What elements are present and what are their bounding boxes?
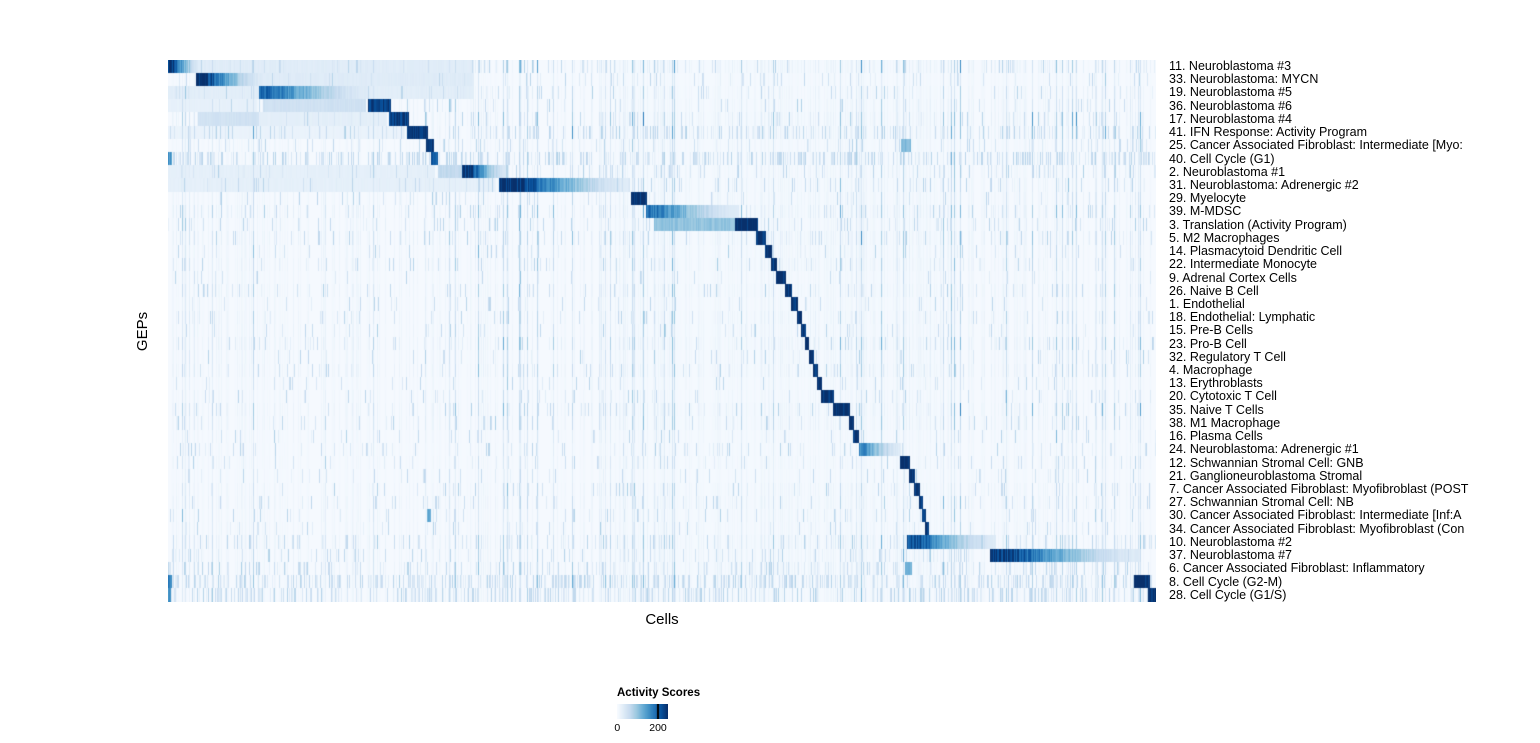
row-label: 38. M1 Macrophage	[1169, 415, 1281, 430]
row-label: 24. Neuroblastoma: Adrenergic #1	[1169, 442, 1359, 457]
legend-ticks: 0 200	[614, 722, 757, 735]
row-label: 15. Pre-B Cells	[1169, 323, 1254, 338]
row-labels: 11. Neuroblastoma #3 33. Neuroblastoma: M…	[1163, 60, 1540, 606]
legend-tick-min: 0	[614, 722, 621, 734]
row-label: 16. Plasma Cells	[1169, 429, 1263, 444]
row-label: 4. Macrophage	[1169, 363, 1253, 378]
row-label: 18. Endothelial: Lymphatic	[1169, 310, 1316, 325]
row-label: 3. Translation (Activity Program)	[1169, 217, 1347, 232]
legend-tick-max: 200	[649, 722, 667, 734]
x-axis-label: Cells	[645, 611, 679, 628]
row-label: 30. Cancer Associated Fibroblast: Interm…	[1169, 508, 1462, 523]
legend-colorbar	[617, 704, 668, 719]
heatmap-canvas	[168, 60, 1156, 602]
row-label: 25. Cancer Associated Fibroblast: Interm…	[1169, 138, 1463, 153]
row-label: 35. Naive T Cells	[1169, 402, 1264, 417]
row-label: 20. Cytotoxic T Cell	[1169, 389, 1277, 404]
row-label: 32. Regulatory T Cell	[1169, 349, 1286, 364]
row-label: 41. IFN Response: Activity Program	[1169, 125, 1367, 140]
row-label: 2. Neuroblastoma #1	[1169, 164, 1286, 179]
row-label: 36. Neuroblastoma #6	[1169, 98, 1292, 113]
row-label: 17. Neuroblastoma #4	[1169, 111, 1292, 126]
row-label: 33. Neuroblastoma: MYCN	[1169, 72, 1319, 87]
row-label: 27. Schwannian Stromal Cell: NB	[1169, 495, 1354, 510]
row-label: 10. Neuroblastoma #2	[1169, 534, 1292, 549]
row-label: 1. Endothelial	[1169, 296, 1245, 311]
row-label: 6. Cancer Associated Fibroblast: Inflamm…	[1169, 561, 1425, 576]
row-label: 14. Plasmacytoid Dendritic Cell	[1169, 244, 1342, 259]
y-axis-label: GEPs	[134, 311, 152, 351]
y-axis-label-container: GEPs	[129, 60, 157, 602]
row-label: 5. M2 Macrophages	[1169, 230, 1280, 245]
legend-title: Activity Scores	[617, 687, 701, 699]
row-label: 8. Cell Cycle (G2-M)	[1169, 574, 1283, 589]
row-label: 9. Adrenal Cortex Cells	[1169, 270, 1297, 285]
row-label: 31. Neuroblastoma: Adrenergic #2	[1169, 177, 1359, 192]
row-label: 11. Neuroblastoma #3	[1169, 60, 1292, 73]
activity-scores-legend: Activity Scores 0 200	[614, 687, 757, 735]
row-label: 29. Myelocyte	[1169, 191, 1247, 206]
row-label: 40. Cell Cycle (G1)	[1169, 151, 1275, 166]
row-label: 34. Cancer Associated Fibroblast: Myofib…	[1169, 521, 1465, 536]
row-label: 13. Erythroblasts	[1169, 376, 1263, 391]
row-label: 19. Neuroblastoma #5	[1169, 85, 1292, 100]
row-label: 7. Cancer Associated Fibroblast: Myofibr…	[1169, 482, 1469, 497]
row-label: 26. Naive B Cell	[1169, 283, 1259, 298]
row-label: 37. Neuroblastoma #7	[1169, 548, 1292, 563]
row-label: 39. M-MDSC	[1169, 204, 1242, 219]
row-label: 28. Cell Cycle (G1/S)	[1169, 587, 1287, 602]
row-label: 21. Ganglioneuroblastoma Stromal	[1169, 468, 1363, 483]
row-label: 12. Schwannian Stromal Cell: GNB	[1169, 455, 1364, 470]
row-label: 23. Pro-B Cell	[1169, 336, 1247, 351]
row-label: 22. Intermediate Monocyte	[1169, 257, 1317, 272]
